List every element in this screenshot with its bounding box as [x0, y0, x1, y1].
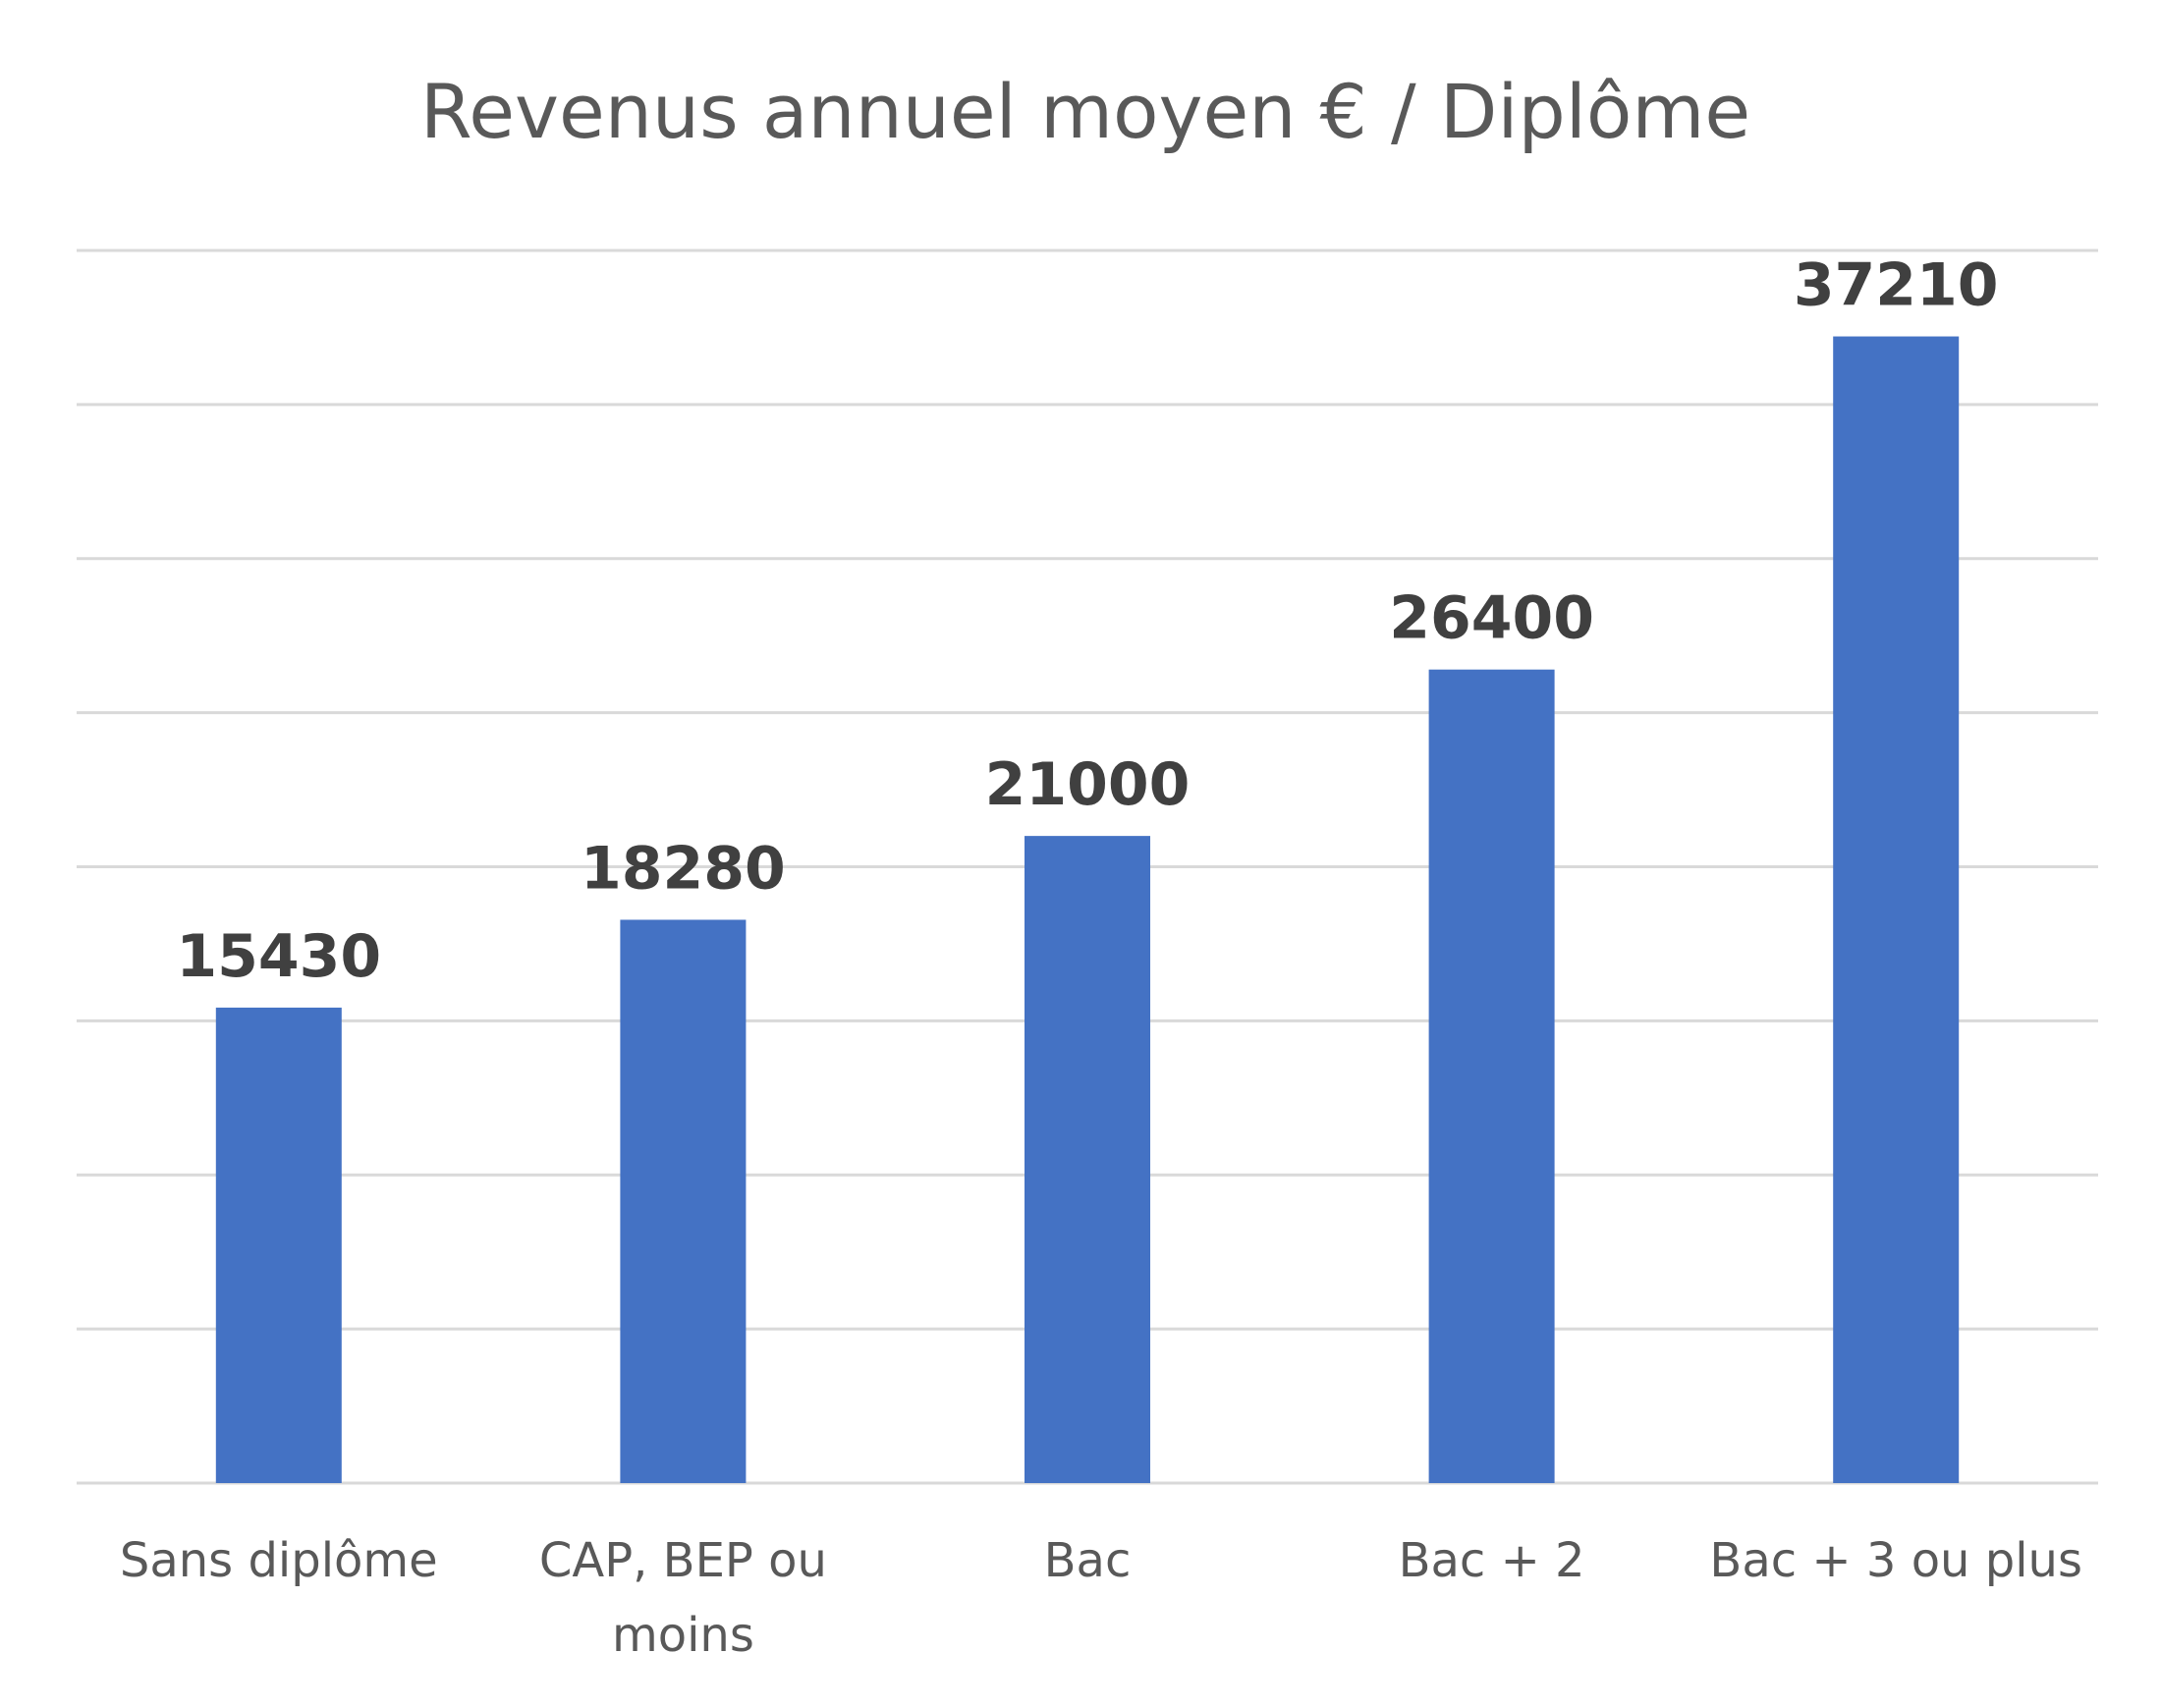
data-label: 18280 — [581, 834, 786, 903]
category-label-line: CAP, BEP ou — [539, 1533, 827, 1588]
category-label: Bac + 3 ou plus — [1709, 1533, 2082, 1588]
data-label: 37210 — [1794, 251, 1999, 320]
bar — [1833, 336, 1960, 1483]
category-label-line: Bac + 2 — [1399, 1533, 1585, 1588]
chart-title: Revenus annuel moyen € / Diplôme — [420, 68, 1750, 155]
category-label-line: Bac + 3 ou plus — [1709, 1533, 2082, 1588]
category-label-line: Bac — [1044, 1533, 1132, 1588]
category-label: Bac — [1044, 1533, 1132, 1588]
category-labels: Sans diplôme CAP, BEP ou moins Bac Bac + 2 Ba… — [120, 1533, 2082, 1663]
category-label-line: Sans diplôme — [120, 1533, 438, 1588]
category-label: Bac + 2 — [1399, 1533, 1585, 1588]
data-label: 26400 — [1389, 584, 1594, 653]
category-label: Sans diplôme — [120, 1533, 438, 1588]
data-labels: 15430 18280 21000 26400 37210 — [176, 251, 1998, 991]
bar — [620, 919, 747, 1483]
data-label: 15430 — [176, 922, 381, 991]
category-label-line: moins — [612, 1608, 754, 1663]
bar — [1428, 669, 1555, 1483]
category-label: CAP, BEP ou moins — [539, 1533, 827, 1663]
bar — [1025, 836, 1150, 1483]
bars — [215, 336, 1960, 1483]
bar — [215, 1007, 342, 1483]
data-label: 21000 — [985, 750, 1191, 819]
